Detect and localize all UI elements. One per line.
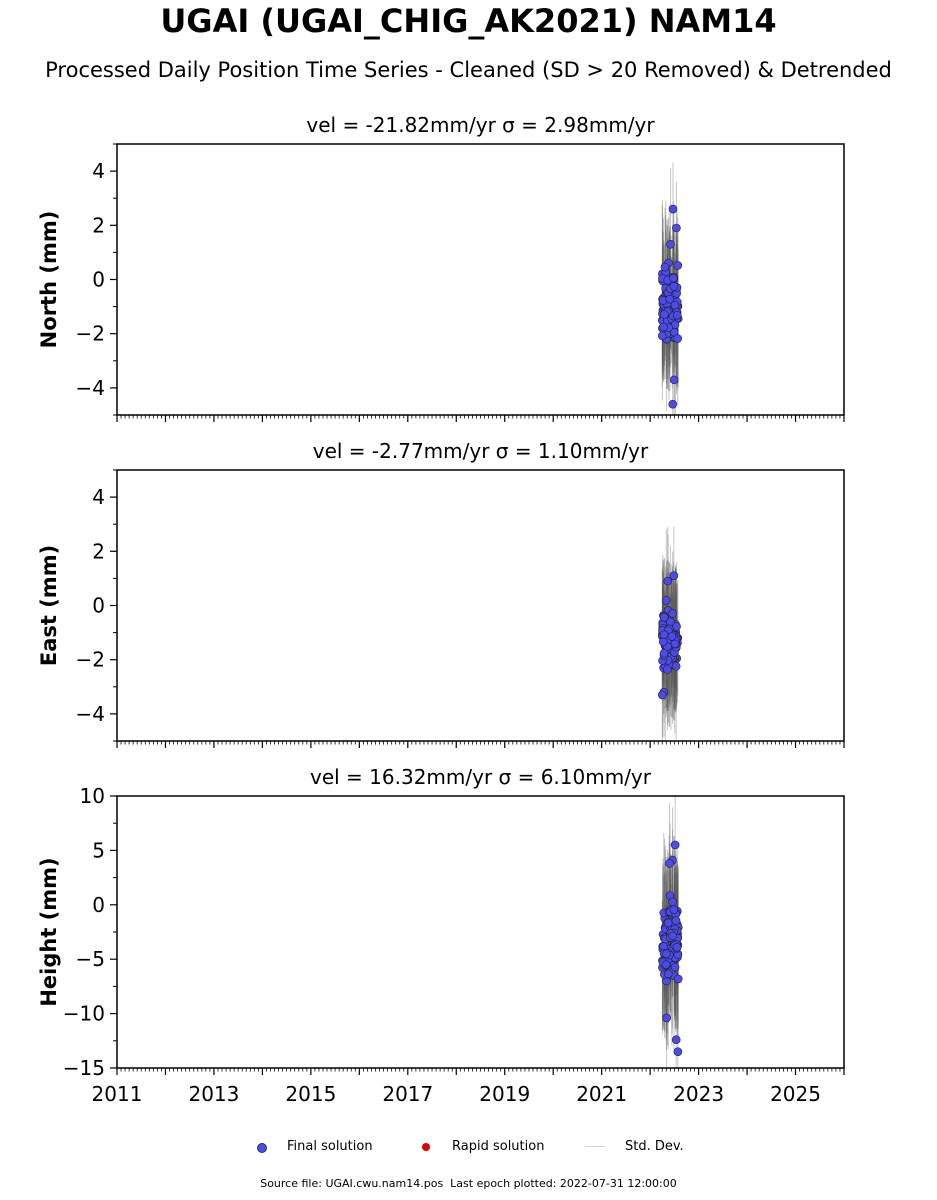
east-data-point [663,576,673,586]
east-data-point [667,632,677,641]
height-data-point [671,1035,681,1045]
height-y-tick-label: −5 [76,947,105,971]
north-data-point [669,273,678,283]
north-data-point [669,282,679,291]
north-data-point [665,294,675,304]
x-tick-label: 2011 [92,1082,143,1106]
east-data-point [663,665,672,674]
height-data-point [671,916,681,925]
height-y-tick-label: 5 [92,838,105,862]
x-tick-label: 2013 [188,1082,239,1106]
north-plot-frame [116,143,845,416]
height-plot-frame [116,795,845,1069]
north-data-point [668,399,678,409]
north-data-point [670,300,680,310]
east-y-tick-label: −4 [76,702,105,726]
height-data-point [670,962,680,972]
legend: Final solution Rapid solution Std. Dev. [0,1137,937,1159]
rapid-solution-marker [422,1143,430,1151]
north-data-point [657,331,667,341]
north-data-point [673,334,683,343]
x-tick-label: 2017 [382,1082,433,1106]
height-data-point [662,949,671,959]
north-data-point [666,239,675,249]
footer-last-epoch: Last epoch plotted: 2022-07-31 12:00:00 [450,1177,677,1190]
height-data-point [672,942,682,952]
height-data-point [669,905,679,914]
page-subtitle: Processed Daily Position Time Series - C… [45,58,892,82]
legend-label-final: Final solution [287,1139,373,1154]
height-data-point [664,969,673,979]
height-y-tick-label: 10 [80,784,105,808]
north-data-point [668,204,678,214]
east-data-point [668,609,677,618]
east-data-point [657,690,667,700]
east-data-point [671,661,681,671]
east-data-point [672,622,681,631]
north-data-point [673,261,683,270]
page-title: UGAI (UGAI_CHIG_AK2021) NAM14 [160,2,777,40]
east-plot-frame [116,469,845,742]
east-y-tick-label: −2 [76,648,105,672]
east-data-point [661,596,671,605]
height-data-point [663,918,673,928]
north-y-tick-label: 4 [92,159,105,183]
north-data-point [669,375,679,385]
east-data-point [659,612,669,622]
final-solution-marker [257,1143,267,1153]
north-data-point [672,310,682,320]
north-data-point [672,223,681,233]
east-data-point [670,639,680,649]
height-data-point [670,840,680,850]
height-y-tick-label: −10 [63,1002,105,1026]
north-y-tick-label: −2 [76,322,105,346]
legend-label-rapid: Rapid solution [452,1139,545,1154]
legend-label-std: Std. Dev. [625,1139,684,1154]
x-tick-label: 2019 [479,1082,530,1106]
north-panel-title: vel = -21.82mm/yr σ = 2.98mm/yr [306,113,655,137]
east-y-tick-label: 0 [92,594,105,618]
east-data-point [659,630,669,639]
east-data-point [669,571,679,580]
east-y-axis-label: East (mm) [37,545,61,666]
x-tick-label: 2015 [285,1082,336,1106]
height-data-point [662,1013,671,1023]
north-data-point [660,262,670,272]
east-panel-title: vel = -2.77mm/yr σ = 1.10mm/yr [313,439,649,463]
x-tick-label: 2023 [673,1082,724,1106]
height-panel-title: vel = 16.32mm/yr σ = 6.10mm/yr [310,765,652,789]
height-data-point [673,1047,683,1056]
north-y-axis-label: North (mm) [37,211,61,349]
north-y-tick-label: 2 [92,213,105,237]
footer: Source file: UGAI.cwu.nam14.pos Last epo… [0,1177,937,1190]
east-data-point [659,648,669,658]
height-data-point [665,859,674,868]
footer-source: Source file: UGAI.cwu.nam14.pos [260,1177,444,1190]
north-y-tick-label: 0 [92,268,105,292]
height-data-point [661,960,671,969]
north-y-tick-label: −4 [76,376,105,400]
time-series-chart: vel = -21.82mm/yr σ = 2.98mm/yr North (mm… [37,113,845,1106]
height-data-point [668,931,677,941]
x-tick-label: 2025 [770,1082,821,1106]
std-dev-line-marker [585,1146,605,1147]
x-tick-label: 2021 [576,1082,627,1106]
east-y-tick-label: 4 [92,485,105,509]
height-y-axis-label: Height (mm) [37,857,61,1006]
north-data-point [659,322,668,332]
height-data-point [668,897,677,907]
north-data-point [660,310,669,319]
height-y-tick-label: 0 [92,893,105,917]
east-y-tick-label: 2 [92,539,105,563]
height-data-point [673,974,683,984]
height-y-tick-label: −15 [63,1056,105,1080]
